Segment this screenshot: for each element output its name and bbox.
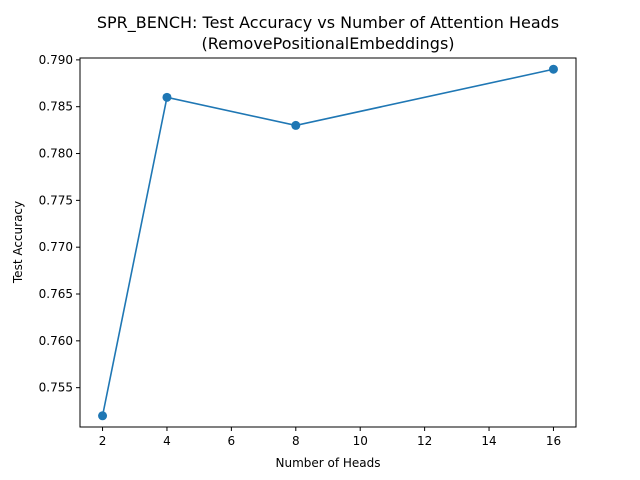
y-tick-label: 0.760 (39, 334, 73, 348)
y-axis-label: Test Accuracy (11, 201, 25, 284)
data-point (291, 120, 301, 130)
data-point (162, 92, 172, 102)
series-line (101, 68, 554, 416)
x-tick-label: 10 (353, 434, 368, 448)
y-tick-label: 0.790 (39, 53, 73, 67)
chart-subtitle: (RemovePositionalEmbeddings) (201, 34, 454, 53)
data-point (548, 64, 558, 74)
x-tick-label: 8 (292, 434, 300, 448)
chart-title: SPR_BENCH: Test Accuracy vs Number of At… (97, 13, 559, 33)
x-axis-label: Number of Heads (275, 456, 380, 470)
x-tick-label: 2 (99, 434, 107, 448)
series-layer (98, 64, 558, 421)
y-tick-label: 0.780 (39, 147, 73, 161)
y-tick-label: 0.785 (39, 100, 73, 114)
y-axis-ticks: 0.755 0.760 0.765 0.770 0.775 0.780 0.785 0.790 (39, 53, 80, 395)
y-tick-label: 0.775 (39, 193, 73, 207)
x-axis-ticks: 2 4 6 8 10 12 14 16 (99, 427, 561, 448)
data-point (98, 411, 108, 421)
plot-area: 2 4 6 8 10 12 14 16 0.7550.7600.7650.7700.7750.… (39, 53, 577, 448)
axes-frame (79, 57, 577, 428)
y-tick-label: 0.765 (39, 287, 73, 301)
x-tick-label: 6 (228, 434, 236, 448)
x-tick-label: 4 (163, 434, 171, 448)
x-tick-label: 12 (417, 434, 432, 448)
x-tick-label: 14 (481, 434, 496, 448)
y-tick-label: 0.770 (39, 240, 73, 254)
x-tick-label: 16 (546, 434, 561, 448)
y-tick-label: 0.755 (39, 381, 73, 395)
